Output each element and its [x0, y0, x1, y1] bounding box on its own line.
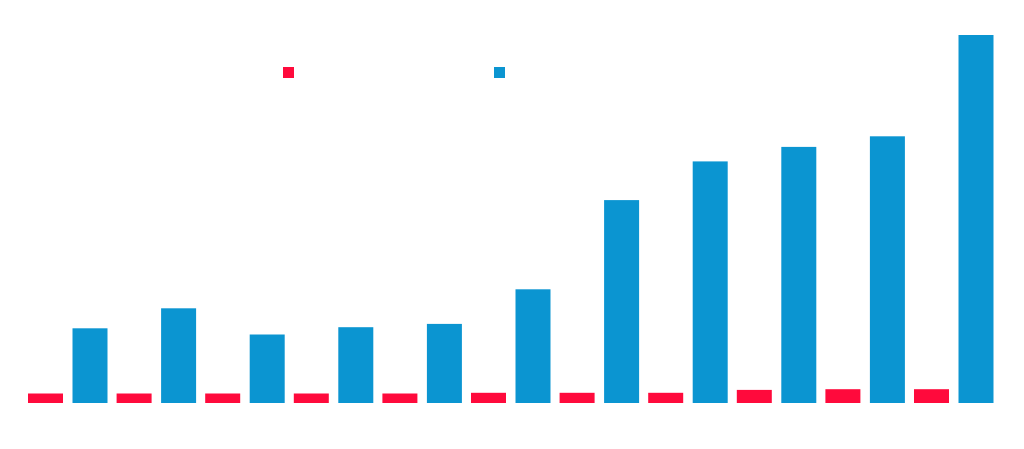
bar-series1-9 — [736, 389, 772, 403]
bar-series1-7 — [559, 392, 595, 403]
bar-series2-5 — [426, 323, 462, 403]
bar-series2-7 — [604, 200, 640, 403]
bars-group — [28, 35, 994, 404]
bar-series2-8 — [692, 161, 728, 403]
legend-swatch-1 — [283, 67, 294, 78]
bar-series2-4 — [338, 327, 374, 403]
bar-series2-9 — [781, 146, 817, 403]
bar-series2-2 — [161, 308, 197, 403]
bar-series1-6 — [471, 392, 506, 403]
legend — [283, 67, 505, 78]
bar-series2-11 — [958, 35, 994, 403]
bar-series2-6 — [515, 289, 551, 403]
bar-series1-5 — [382, 393, 418, 403]
bar-series2-3 — [249, 334, 285, 403]
bar-series1-4 — [293, 393, 329, 403]
bar-series1-1 — [28, 393, 63, 403]
bar-series1-10 — [825, 389, 861, 403]
legend-swatch-2 — [494, 67, 505, 78]
bar-series2-10 — [869, 136, 905, 404]
bar-series1-11 — [914, 389, 949, 403]
bar-series1-8 — [648, 392, 684, 403]
bar-series1-3 — [205, 393, 241, 403]
bar-series2-1 — [72, 328, 108, 403]
bar-series1-2 — [116, 393, 152, 403]
